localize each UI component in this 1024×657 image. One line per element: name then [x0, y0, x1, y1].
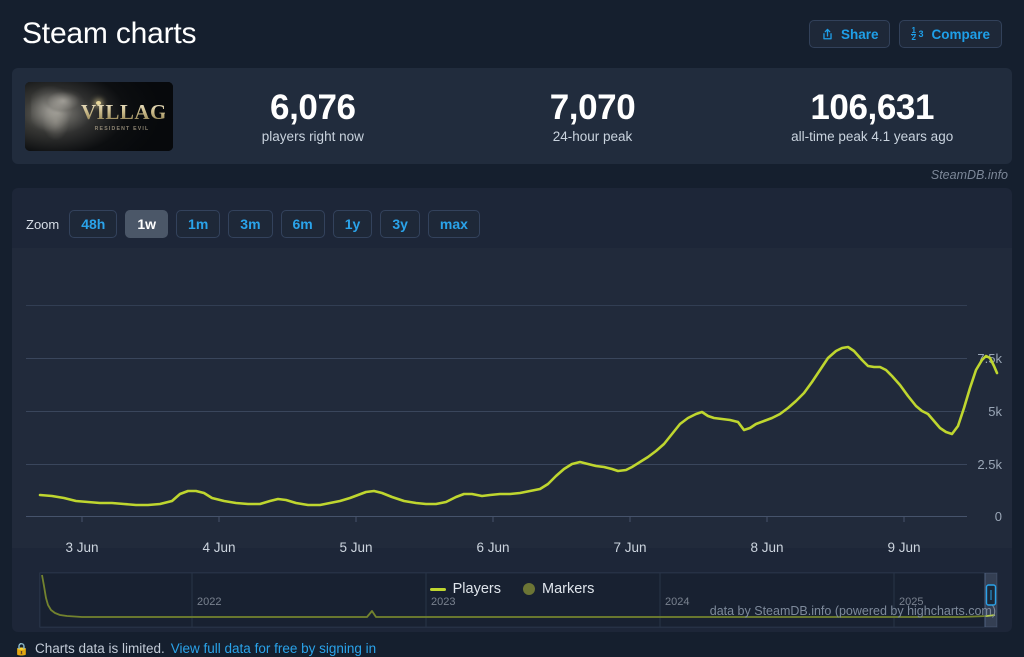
stat-24h-peak: 7,070 24-hour peak: [453, 88, 733, 144]
game-capsule-image[interactable]: VILLAGE RESIDENT EVIL: [25, 81, 173, 151]
players-line-series: [38, 345, 999, 507]
stat-value: 106,631: [810, 87, 935, 127]
zoom-label: Zoom: [26, 216, 60, 232]
zoom-button-1y[interactable]: 1y: [332, 210, 373, 238]
chart-card: Zoom 48h 1w 1m 3m 6m 1y 3y max 0 2.5k: [12, 188, 1012, 632]
signin-notice-bar: 🔒 Charts data is limited. View full data…: [0, 640, 1024, 657]
compare-label: Compare: [931, 26, 990, 42]
navigator-year-2024: 2024: [665, 596, 689, 608]
navigator-year-2022: 2022: [197, 596, 221, 608]
game-title-art: VILLAGE: [81, 99, 173, 124]
share-label: Share: [840, 26, 879, 42]
zoom-button-3m[interactable]: 3m: [228, 210, 273, 238]
x-axis-ticks: [81, 516, 905, 522]
players-line-icon: [429, 587, 446, 591]
x-tick-5-jun: 5 Jun: [339, 540, 372, 555]
share-icon: [821, 28, 834, 41]
legend-label-markers: Markers: [541, 581, 595, 597]
navigator-year-2025: 2025: [899, 596, 923, 608]
chart-credit: data by SteamDB.info (powered by highcha…: [709, 604, 996, 618]
zoom-button-3y[interactable]: 3y: [380, 210, 420, 238]
navigator-year-2023: 2023: [431, 596, 455, 608]
plot-background: [12, 248, 1012, 548]
share-button[interactable]: Share: [808, 20, 891, 48]
legend-label-players: Players: [452, 581, 501, 597]
navigator-background: [40, 573, 997, 627]
capsule-glint: [96, 100, 101, 105]
stat-all-time-peak: 106,631 all-time peak 4.1 years ago: [732, 88, 1012, 144]
x-tick-3-jun: 3 Jun: [65, 540, 98, 555]
zoom-range-selector: Zoom 48h 1w 1m 3m 6m 1y 3y max: [26, 210, 480, 238]
game-subtitle-art: RESIDENT EVIL: [94, 125, 150, 132]
zoom-button-48h[interactable]: 48h: [69, 210, 118, 238]
zoom-button-1m[interactable]: 1m: [176, 210, 221, 238]
stat-label: all-time peak 4.1 years ago: [791, 129, 954, 145]
stat-label: 24-hour peak: [552, 129, 633, 145]
stats-card: VILLAGE RESIDENT EVIL 6,076 players righ…: [12, 68, 1012, 164]
navigator-year-gridlines: [191, 573, 895, 627]
markers-dot-icon: [522, 583, 535, 595]
navigator-border: [39, 572, 998, 628]
page-title: Steam charts: [22, 17, 197, 50]
legend-item-players[interactable]: Players: [429, 581, 501, 597]
stat-players-now: 6,076 players right now: [173, 88, 453, 144]
x-axis-labels: 3 Jun 4 Jun 5 Jun 6 Jun 7 Jun 8 Jun 9 Ju…: [65, 540, 920, 555]
stat-label: players right now: [261, 129, 364, 145]
y-tick-2500: 2.5k: [977, 457, 1002, 472]
zoom-button-6m[interactable]: 6m: [280, 210, 325, 238]
x-tick-9-jun: 9 Jun: [887, 540, 920, 555]
x-tick-7-jun: 7 Jun: [613, 540, 646, 555]
x-tick-4-jun: 4 Jun: [202, 540, 235, 555]
x-tick-8-jun: 8 Jun: [750, 540, 783, 555]
navigator-year-labels: 2022 2023 2024 2025: [197, 596, 923, 608]
zoom-button-1w[interactable]: 1w: [125, 210, 169, 238]
navigator-unselected-mask: [40, 573, 985, 627]
stat-value: 6,076: [270, 87, 356, 127]
zoom-button-max[interactable]: max: [427, 210, 480, 238]
chart-legend: Players Markers: [12, 581, 1012, 597]
y-tick-0: 0: [995, 509, 1002, 524]
steamdb-watermark: SteamDB.info: [930, 168, 1008, 182]
chart-navigator: 2022 2023 2024 2025: [39, 572, 998, 628]
navigator-series: [41, 574, 996, 618]
x-tick-6-jun: 6 Jun: [476, 540, 509, 555]
chart-plot-area[interactable]: 0 2.5k 5k 7.5k 3 Jun 4 Jun 5 Jun 6 Jun: [12, 248, 1012, 632]
signin-notice-text: Charts data is limited.: [34, 641, 165, 656]
signin-link[interactable]: View full data for free by signing in: [170, 641, 377, 656]
legend-item-markers[interactable]: Markers: [522, 581, 595, 597]
lock-icon: 🔒: [14, 641, 29, 656]
stat-value: 7,070: [549, 87, 636, 127]
capsule-character-art: [31, 85, 93, 148]
y-tick-5000: 5k: [988, 404, 1002, 419]
